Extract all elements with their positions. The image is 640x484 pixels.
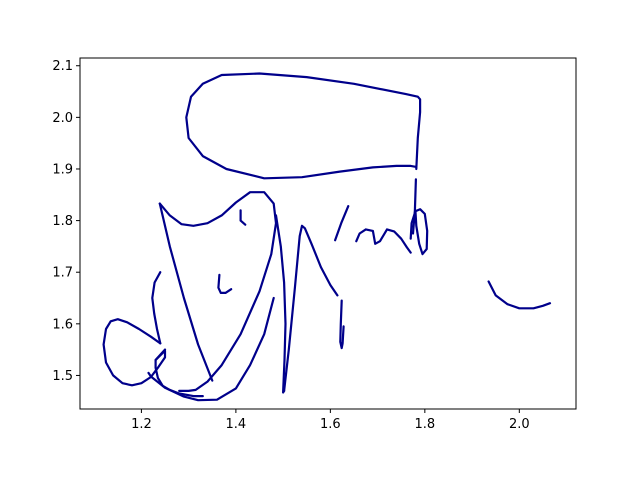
y-tick-label: 2.1 [52,59,73,74]
series-line [147,296,275,402]
series-line [339,299,345,350]
plot-area [80,58,576,409]
x-axis: 1.2 1.4 1.6 1.8 2.0 [131,409,530,432]
y-tick-label: 1.8 [52,214,73,229]
y-tick-label: 1.6 [52,317,73,332]
series-line [487,280,552,310]
x-tick-label: 1.8 [414,417,435,432]
series-line [158,202,214,382]
series-line [151,271,162,345]
series-line [411,178,417,235]
y-axis: 1.5 1.6 1.7 1.8 1.9 2.0 2.1 [52,59,80,384]
x-tick-label: 1.2 [131,417,152,432]
series-line [239,209,247,226]
x-tick-label: 1.6 [320,417,341,432]
series-line [274,214,287,394]
series-line [217,273,233,294]
plot-frame [79,57,577,410]
x-tick-label: 2.0 [509,417,530,432]
series-line [334,205,350,242]
y-tick-label: 2.0 [52,111,73,126]
series-line [158,191,278,392]
series-line [102,318,167,387]
y-tick-label: 1.5 [52,369,73,384]
series-line [355,228,412,254]
series-line [185,72,422,180]
x-tick-label: 1.4 [226,417,247,432]
y-tick-label: 1.7 [52,266,73,281]
series-line [283,224,339,392]
y-tick-label: 1.9 [52,162,73,177]
series-layer [102,72,552,402]
